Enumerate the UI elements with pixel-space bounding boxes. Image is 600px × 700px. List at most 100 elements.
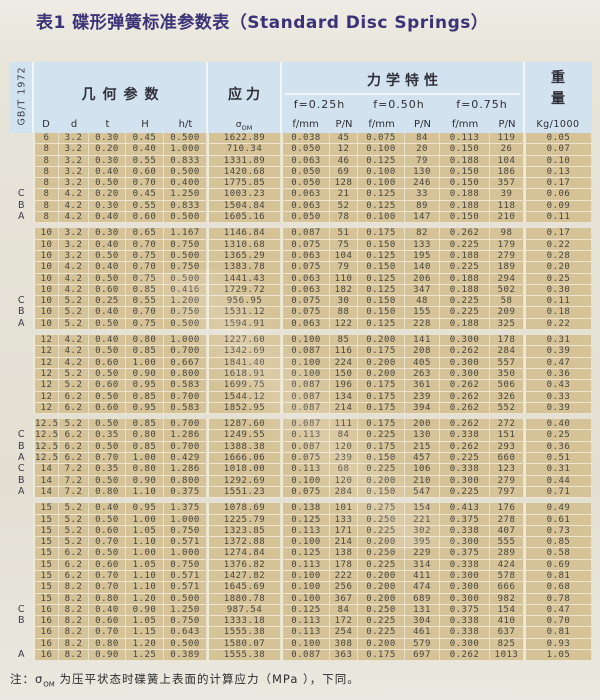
table-cell: 0.262 [440,380,490,392]
table-cell: 8.2 [59,638,89,651]
table-cell: 0.71 [524,486,592,499]
row-class-label [10,358,33,369]
table-cell: 0.200 [358,537,405,549]
table-cell: 6.2 [59,441,89,454]
table-cell: 10 [33,228,59,240]
table-cell: 0.61 [524,514,592,526]
table-cell: 1013 [490,650,524,662]
row-class-label [10,240,33,251]
row-class-label [10,228,33,239]
table-cell: 0.70 [89,570,126,583]
table-cell: 0.25 [89,296,126,308]
column-label: H [141,119,149,130]
table-cell: 1.10 [126,582,164,594]
table-cell: 424 [490,559,524,571]
table-cell: 8.2 [59,616,89,628]
table-cell: 0.60 [126,212,164,224]
table-cell: 228 [405,318,440,331]
table-cell: 0.188 [440,284,490,297]
table-cell: 552 [490,402,524,415]
table-cell: 461 [405,627,440,639]
row-class-label: C [17,430,26,441]
table-cell: 0.571 [164,537,207,549]
table-cell: 578 [490,570,524,583]
table-cell: 0.175 [358,419,405,431]
table-cell: 1.05 [126,559,164,571]
table-cell: 1880.78 [207,593,281,605]
row-class-label [10,133,33,144]
table-cell: 0.700 [164,391,207,403]
table-cell: 0.80 [126,430,164,442]
table-cell: 1580.07 [207,638,281,651]
table-cell: 1531.12 [207,307,281,319]
table-cell: 0.125 [358,273,405,285]
table-cell: 1.20 [126,593,164,605]
table-cell: 0.225 [440,453,490,465]
table-row: 15 5.2 0.60 1.05 0.750 1323.85 0.113 171 0.225 30… [10,525,592,538]
table-cell: 4.2 [59,346,89,358]
column-label-spacer [10,118,33,132]
table-cell: 1618.91 [207,368,281,381]
table-cell: 52 [330,200,358,213]
table-cell: 10 [33,262,59,274]
table-cell: 140 [405,262,440,274]
table-cell: 0.100 [281,537,330,549]
table-row: 15 5.2 0.50 1.00 1.000 1225.79 0.125 133 0.250 22… [10,514,592,526]
table-cell: 1.05 [524,650,592,662]
table-cell: 0.175 [358,228,405,240]
table-cell: 0.113 [440,133,490,145]
table-cell: 0.70 [126,178,164,190]
table-cell: 293 [490,441,524,454]
table-cell: 0.175 [358,380,405,392]
table-cell: 0.413 [440,503,490,515]
table-cell: 111 [330,419,358,431]
table-cell: 101 [330,503,358,515]
table-cell: 0.100 [281,582,330,594]
table-cell: 367 [330,593,358,605]
table-cell: 0.833 [164,155,207,167]
table-cell: 12 [330,144,358,156]
table-cell: 506 [490,380,524,392]
row-class-label [10,627,33,638]
table-cell: 221 [405,514,440,526]
table-cell: 15 [33,548,59,560]
table-cell: 555 [490,537,524,549]
table-cell: 4.2 [59,212,89,224]
table-cell: 6.2 [59,402,89,415]
table-cell: 0.80 [89,593,126,605]
table-cell: 0.300 [440,638,490,651]
row-class-label: C [17,296,26,307]
table-cell: 12.5 [33,430,59,442]
column-label: D [42,119,50,130]
header-divider [32,62,34,133]
table-cell: 0.100 [281,593,330,605]
table-cell: 0.500 [164,133,207,145]
table-cell: 0.075 [281,307,330,319]
row-class-label [10,346,33,357]
row-class-label [10,571,33,582]
table-cell: 0.18 [524,307,592,319]
table-cell: 10 [33,273,59,285]
table-cell: 0.150 [358,453,405,465]
table-cell: 0.75 [126,273,164,285]
table-cell: 6.2 [59,570,89,583]
table-cell: 0.50 [89,273,126,285]
table-cell: 1287.60 [207,419,281,431]
table-cell: 326 [490,391,524,403]
table-cell: 0.188 [440,273,490,285]
table-cell: 0.225 [358,616,405,628]
column-label: f/mm [368,119,395,130]
table-row: A 12.5 6.2 0.70 1.00 0.429 1666.06 0.075 239 0.15… [10,453,592,465]
table-cell: 284 [330,486,358,499]
table-cell: 1.200 [164,296,207,308]
table-cell: 6.2 [59,391,89,403]
table-cell: 0.225 [358,464,405,476]
table-cell: 0.750 [164,559,207,571]
table-row: A 16 8.2 0.90 1.25 0.389 1555.38 0.087 363 0.175 6… [10,650,592,662]
table-cell: 0.700 [164,419,207,431]
table-cell: 150 [330,368,358,381]
table-cell: 200 [405,419,440,431]
table-cell: 0.800 [164,368,207,381]
table-cell: 5.2 [59,503,89,515]
row-class-label [10,156,33,167]
